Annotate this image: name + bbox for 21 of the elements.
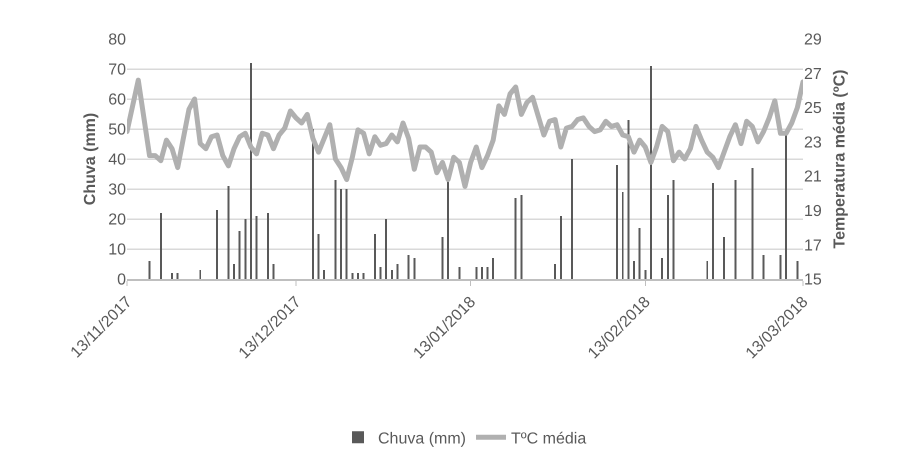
y-tick-label: 40: [108, 152, 126, 169]
y2-tick-label: 17: [804, 237, 822, 254]
y2-tick-label: 23: [804, 134, 822, 152]
y-tick-label: 0: [117, 272, 126, 289]
y-axis-title: Chuva (mm): [82, 112, 100, 206]
y-tick-label: 80: [108, 32, 126, 49]
y-tick-label: 30: [108, 182, 126, 199]
y-tick-label: 50: [108, 122, 126, 139]
y-tick-label: 20: [108, 212, 126, 229]
y-tick-label: 10: [108, 242, 126, 259]
y-tick-label: 70: [108, 62, 126, 79]
y2-tick-label: 29: [804, 32, 822, 49]
legend-label: Chuva (mm): [378, 430, 466, 448]
legend-label: TºC média: [511, 430, 586, 448]
y2-tick-label: 19: [804, 203, 822, 220]
y2-tick-label: 27: [804, 66, 822, 83]
y2-axis-title: Temperatura média (ºC): [832, 70, 849, 248]
y2-tick-label: 21: [804, 168, 822, 186]
y2-tick-label: 25: [804, 100, 822, 118]
y-tick-label: 60: [108, 92, 126, 109]
y2-tick-label: 15: [804, 272, 822, 289]
